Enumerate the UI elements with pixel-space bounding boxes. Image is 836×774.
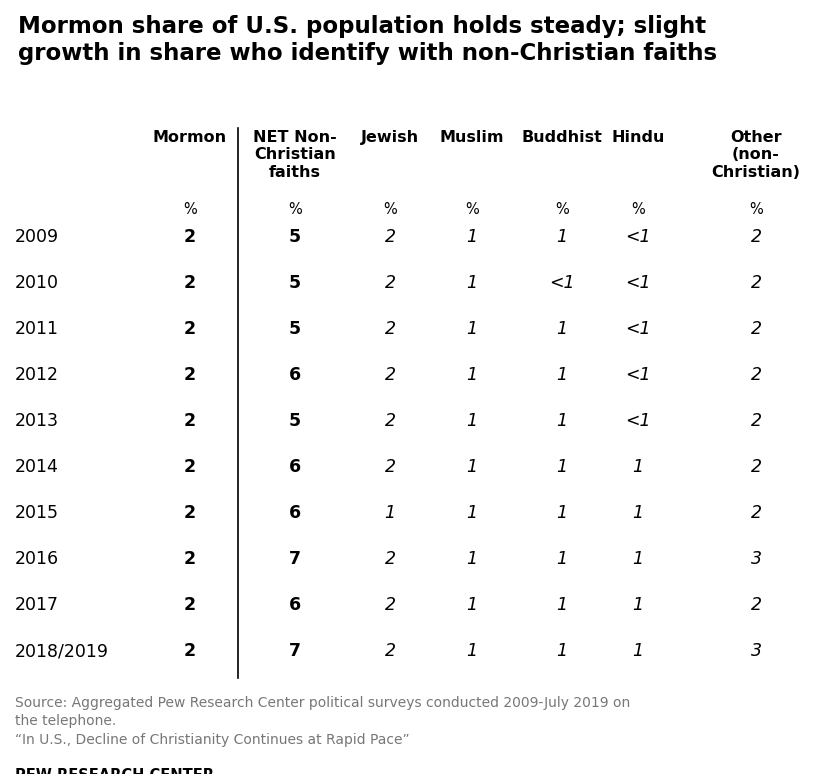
Text: 2: 2 [184, 504, 196, 522]
Text: 2: 2 [385, 412, 395, 430]
Text: Buddhist: Buddhist [522, 130, 603, 145]
Text: 2017: 2017 [15, 596, 59, 614]
Text: 2012: 2012 [15, 366, 59, 384]
Text: PEW RESEARCH CENTER: PEW RESEARCH CENTER [15, 768, 214, 774]
Text: %: % [631, 202, 645, 217]
Text: 1: 1 [466, 596, 477, 614]
Text: 7: 7 [289, 642, 301, 660]
Text: 2: 2 [184, 274, 196, 292]
Text: 1: 1 [557, 412, 568, 430]
Text: 1: 1 [557, 550, 568, 568]
Text: %: % [465, 202, 479, 217]
Text: 1: 1 [385, 504, 395, 522]
Text: 2013: 2013 [15, 412, 59, 430]
Text: 6: 6 [289, 366, 301, 384]
Text: 2: 2 [184, 412, 196, 430]
Text: 2: 2 [385, 458, 395, 476]
Text: 1: 1 [557, 596, 568, 614]
Text: 7: 7 [289, 550, 301, 568]
Text: 1: 1 [633, 504, 644, 522]
Text: 2: 2 [184, 642, 196, 660]
Text: 2016: 2016 [15, 550, 59, 568]
Text: 2: 2 [184, 366, 196, 384]
Text: 2: 2 [751, 274, 762, 292]
Text: 2014: 2014 [15, 458, 59, 476]
Text: Jewish: Jewish [361, 130, 419, 145]
Text: 2015: 2015 [15, 504, 59, 522]
Text: 1: 1 [557, 366, 568, 384]
Text: <1: <1 [625, 228, 650, 246]
Text: 6: 6 [289, 504, 301, 522]
Text: 2: 2 [751, 366, 762, 384]
Text: 2: 2 [751, 504, 762, 522]
Text: 2: 2 [751, 228, 762, 246]
Text: <1: <1 [625, 274, 650, 292]
Text: 1: 1 [633, 458, 644, 476]
Text: Muslim: Muslim [440, 130, 504, 145]
Text: 2: 2 [184, 596, 196, 614]
Text: 1: 1 [466, 366, 477, 384]
Text: 1: 1 [466, 642, 477, 660]
Text: 6: 6 [289, 596, 301, 614]
Text: 1: 1 [557, 642, 568, 660]
Text: <1: <1 [625, 366, 650, 384]
Text: Hindu: Hindu [611, 130, 665, 145]
Text: %: % [555, 202, 568, 217]
Text: 2: 2 [184, 458, 196, 476]
Text: 2: 2 [385, 366, 395, 384]
Text: 5: 5 [289, 412, 301, 430]
Text: 2: 2 [184, 320, 196, 338]
Text: 1: 1 [633, 596, 644, 614]
Text: 1: 1 [557, 504, 568, 522]
Text: Mormon: Mormon [153, 130, 227, 145]
Text: 3: 3 [751, 550, 762, 568]
Text: 5: 5 [289, 274, 301, 292]
Text: 1: 1 [466, 504, 477, 522]
Text: 2: 2 [751, 412, 762, 430]
Text: 2: 2 [385, 274, 395, 292]
Text: %: % [383, 202, 397, 217]
Text: 2: 2 [751, 458, 762, 476]
Text: 2018/2019: 2018/2019 [15, 642, 109, 660]
Text: Source: Aggregated Pew Research Center political surveys conducted 2009-July 201: Source: Aggregated Pew Research Center p… [15, 696, 630, 747]
Text: 2011: 2011 [15, 320, 59, 338]
Text: 1: 1 [466, 274, 477, 292]
Text: 6: 6 [289, 458, 301, 476]
Text: 2: 2 [385, 228, 395, 246]
Text: 2: 2 [751, 320, 762, 338]
Text: 2: 2 [184, 550, 196, 568]
Text: 1: 1 [466, 412, 477, 430]
Text: 2: 2 [385, 320, 395, 338]
Text: Other
(non-
Christian): Other (non- Christian) [711, 130, 801, 180]
Text: 1: 1 [557, 228, 568, 246]
Text: <1: <1 [625, 412, 650, 430]
Text: 2009: 2009 [15, 228, 59, 246]
Text: 1: 1 [466, 320, 477, 338]
Text: 2: 2 [385, 550, 395, 568]
Text: 1: 1 [466, 550, 477, 568]
Text: 2: 2 [385, 596, 395, 614]
Text: 5: 5 [289, 228, 301, 246]
Text: %: % [288, 202, 302, 217]
Text: 1: 1 [466, 228, 477, 246]
Text: 2: 2 [751, 596, 762, 614]
Text: %: % [183, 202, 196, 217]
Text: 2010: 2010 [15, 274, 59, 292]
Text: 1: 1 [466, 458, 477, 476]
Text: <1: <1 [549, 274, 575, 292]
Text: 3: 3 [751, 642, 762, 660]
Text: 1: 1 [633, 550, 644, 568]
Text: 2: 2 [184, 228, 196, 246]
Text: 1: 1 [633, 642, 644, 660]
Text: NET Non-
Christian
faiths: NET Non- Christian faiths [253, 130, 337, 180]
Text: 1: 1 [557, 320, 568, 338]
Text: 2: 2 [385, 642, 395, 660]
Text: Mormon share of U.S. population holds steady; slight
growth in share who identif: Mormon share of U.S. population holds st… [18, 15, 717, 64]
Text: 5: 5 [289, 320, 301, 338]
Text: 1: 1 [557, 458, 568, 476]
Text: <1: <1 [625, 320, 650, 338]
Text: %: % [749, 202, 763, 217]
